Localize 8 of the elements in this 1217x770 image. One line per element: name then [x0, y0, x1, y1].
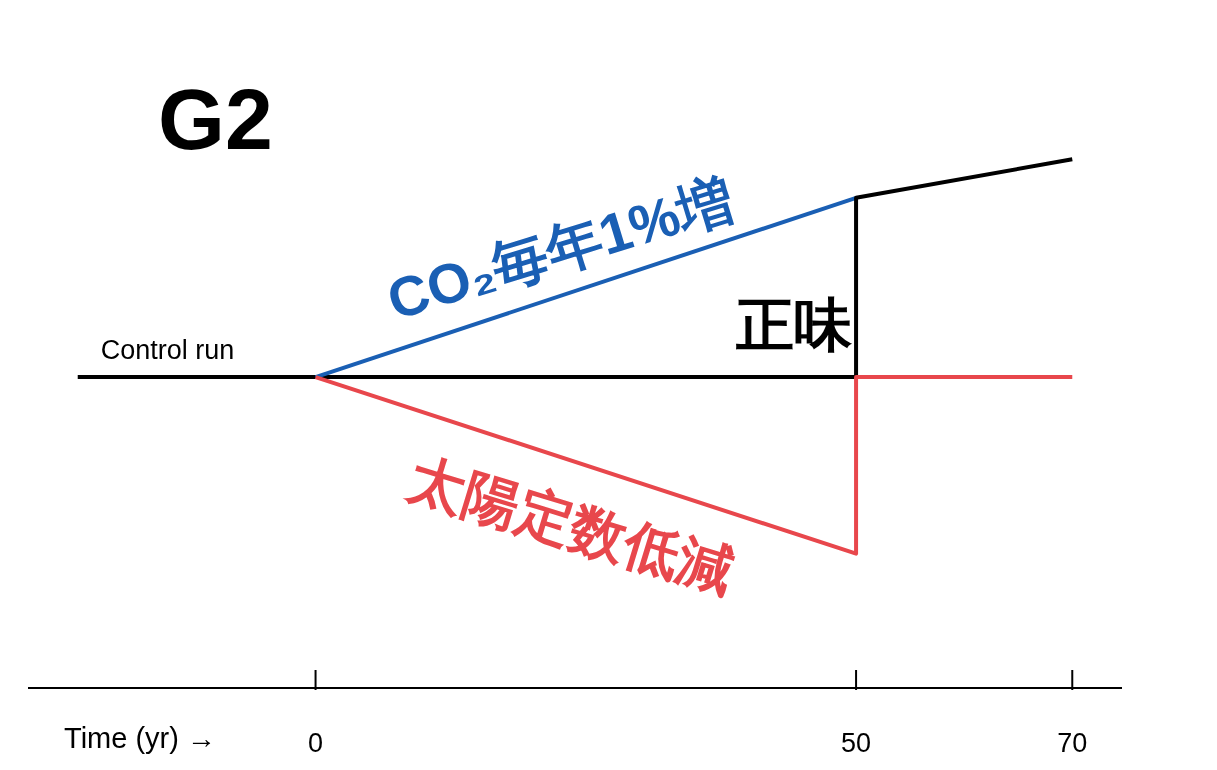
annotation: 正味: [736, 292, 852, 357]
text: 太陽定数低減: [399, 445, 742, 605]
chart-title: G2: [158, 71, 273, 167]
x-axis-title: Time (yr) →: [64, 722, 216, 754]
x-tick-label: 70: [1057, 728, 1088, 758]
x-tick-label: 50: [841, 728, 872, 758]
x-tick-label: 0: [308, 728, 324, 758]
series-label: Control run: [100, 335, 235, 366]
